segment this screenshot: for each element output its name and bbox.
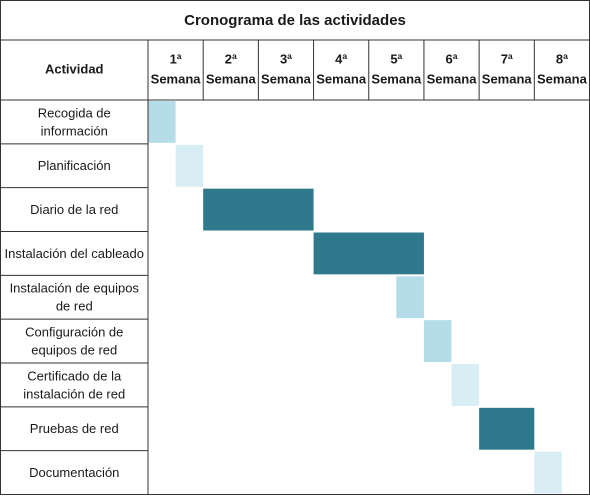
task-label: equipos de red bbox=[31, 343, 117, 358]
task-bar bbox=[396, 276, 424, 319]
task-label: Recogida de bbox=[38, 105, 111, 120]
week-word-label: Semana bbox=[316, 71, 367, 86]
task-label: Documentación bbox=[29, 465, 119, 480]
task-label: información bbox=[41, 123, 108, 138]
task-label: Planificación bbox=[38, 158, 111, 173]
task-label: Instalación de equipos bbox=[10, 281, 140, 296]
task-label: Instalación del cableado bbox=[5, 246, 145, 261]
week-number-label: 5ª bbox=[390, 51, 402, 66]
week-number-label: 4ª bbox=[335, 51, 347, 66]
task-label: instalación de red bbox=[23, 386, 125, 401]
week-number-label: 1ª bbox=[170, 51, 182, 66]
week-number-label: 3ª bbox=[280, 51, 292, 66]
week-word-label: Semana bbox=[371, 71, 422, 86]
week-word-label: Semana bbox=[482, 71, 533, 86]
week-number-label: 6ª bbox=[446, 51, 458, 66]
task-bar bbox=[175, 144, 204, 187]
task-label: Configuración de bbox=[25, 325, 123, 340]
week-number-label: 2ª bbox=[225, 51, 237, 66]
task-bar bbox=[479, 407, 535, 450]
task-label: Certificado de la bbox=[27, 368, 122, 383]
task-bar bbox=[534, 451, 562, 494]
task-bar bbox=[203, 188, 314, 231]
week-number-label: 7ª bbox=[501, 51, 513, 66]
task-label: de red bbox=[56, 299, 93, 314]
week-word-label: Semana bbox=[261, 71, 312, 86]
week-number-label: 8ª bbox=[556, 51, 568, 66]
week-word-label: Semana bbox=[427, 71, 478, 86]
task-bar bbox=[313, 232, 424, 275]
task-bar bbox=[148, 101, 176, 143]
week-word-label: Semana bbox=[537, 71, 588, 86]
chart-title: Cronograma de las actividades bbox=[184, 12, 406, 29]
task-label: Pruebas de red bbox=[30, 421, 119, 436]
week-word-label: Semana bbox=[206, 71, 257, 86]
activity-header: Actividad bbox=[45, 61, 104, 76]
task-bar bbox=[451, 364, 480, 406]
task-bar bbox=[423, 320, 452, 362]
task-label: Diario de la red bbox=[30, 202, 118, 217]
week-word-label: Semana bbox=[151, 71, 202, 86]
